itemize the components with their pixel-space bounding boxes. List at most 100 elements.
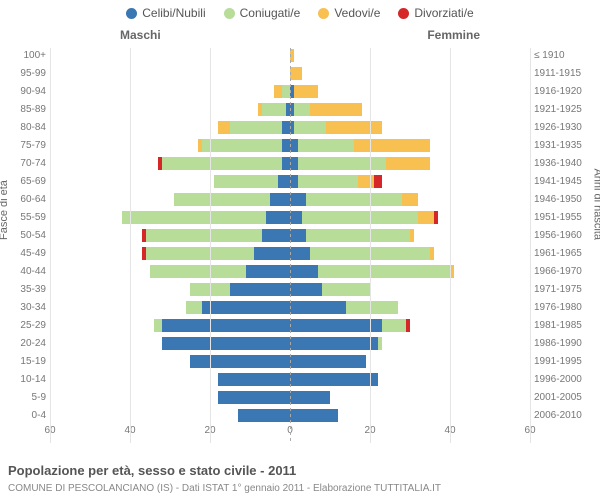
age-label: 55-59 [6,212,46,223]
age-label: 25-29 [6,320,46,331]
bar-segment [290,301,346,314]
bar-segment [278,175,290,188]
grid-line [50,48,51,443]
bar-segment [290,139,298,152]
birth-label: 1981-1985 [534,320,594,331]
male-bar [158,157,290,170]
bar-segment [310,103,362,116]
age-label: 65-69 [6,176,46,187]
age-label: 15-19 [6,356,46,367]
female-bar [290,85,318,98]
male-bar [190,355,290,368]
bar-segment [290,373,378,386]
male-bar [154,319,290,332]
bar-segment [282,157,290,170]
bar-segment [230,121,282,134]
legend-item: Divorziati/e [398,6,473,20]
male-bar [218,373,290,386]
female-bar [290,265,454,278]
legend-swatch [398,8,409,19]
bar-segment [154,319,162,332]
bar-segment [202,139,282,152]
female-bar [290,283,370,296]
bar-segment [290,211,302,224]
bar-segment [290,355,366,368]
male-bar [218,121,290,134]
grid-line [210,48,211,443]
col-header-male: Maschi [120,28,161,42]
female-bar [290,229,414,242]
zero-line [290,48,291,443]
bar-segment [238,409,290,422]
bar-segment [294,103,310,116]
male-bar [174,193,290,206]
bar-segment [322,283,370,296]
age-label: 20-24 [6,338,46,349]
age-label: 30-34 [6,302,46,313]
birth-label: 1921-1925 [534,104,594,115]
bar-segment [186,301,202,314]
birth-label: 1931-1935 [534,140,594,151]
bar-segment [274,85,282,98]
bar-segment [290,391,330,404]
bar-segment [146,247,254,260]
age-label: 0-4 [6,410,46,421]
bar-segment [122,211,266,224]
legend-item: Vedovi/e [318,6,380,20]
bar-segment [214,175,278,188]
age-label: 90-94 [6,86,46,97]
birth-label: 1941-1945 [534,176,594,187]
legend: Celibi/Nubili Coniugati/e Vedovi/e Divorzia… [0,0,600,20]
female-bar [290,157,430,170]
bar-segment [354,139,430,152]
legend-swatch [224,8,235,19]
bar-segment [298,157,386,170]
bar-segment [302,211,418,224]
birth-label: 1951-1955 [534,212,594,223]
bar-segment [218,373,290,386]
birth-label: 1911-1915 [534,68,594,79]
legend-swatch [126,8,137,19]
female-bar [290,67,302,80]
male-bar [186,301,290,314]
birth-label: 2006-2010 [534,410,594,421]
female-bar [290,337,382,350]
bar-segment [174,193,270,206]
legend-item: Coniugati/e [224,6,301,20]
bar-segment [346,301,398,314]
female-bar [290,211,438,224]
bar-segment [290,283,322,296]
bar-segment [298,139,354,152]
bar-segment [290,319,382,332]
bar-segment [410,229,414,242]
age-label: 5-9 [6,392,46,403]
male-bar [162,337,290,350]
grid-line [530,48,531,443]
bar-segment [290,229,306,242]
birth-label: 1961-1965 [534,248,594,259]
bar-segment [358,175,374,188]
bar-segment [218,121,230,134]
grid-line [130,48,131,443]
legend-item: Celibi/Nubili [126,6,205,20]
birth-label: 1996-2000 [534,374,594,385]
male-bar [150,265,290,278]
bar-segment [150,265,246,278]
legend-label: Vedovi/e [334,6,380,20]
bar-segment [146,229,262,242]
bar-segment [290,175,298,188]
age-label: 10-14 [6,374,46,385]
chart-source: COMUNE DI PESCOLANCIANO (IS) - Dati ISTA… [8,483,441,494]
legend-label: Coniugati/e [240,6,301,20]
age-label: 80-84 [6,122,46,133]
bar-segment [418,211,434,224]
chart-title: Popolazione per età, sesso e stato civil… [8,463,296,478]
birth-label: 1966-1970 [534,266,594,277]
age-label: 70-74 [6,158,46,169]
bar-segment [270,193,290,206]
bar-segment [282,121,290,134]
bar-segment [318,265,450,278]
bar-segment [290,157,298,170]
age-label: 50-54 [6,230,46,241]
bar-segment [290,247,310,260]
